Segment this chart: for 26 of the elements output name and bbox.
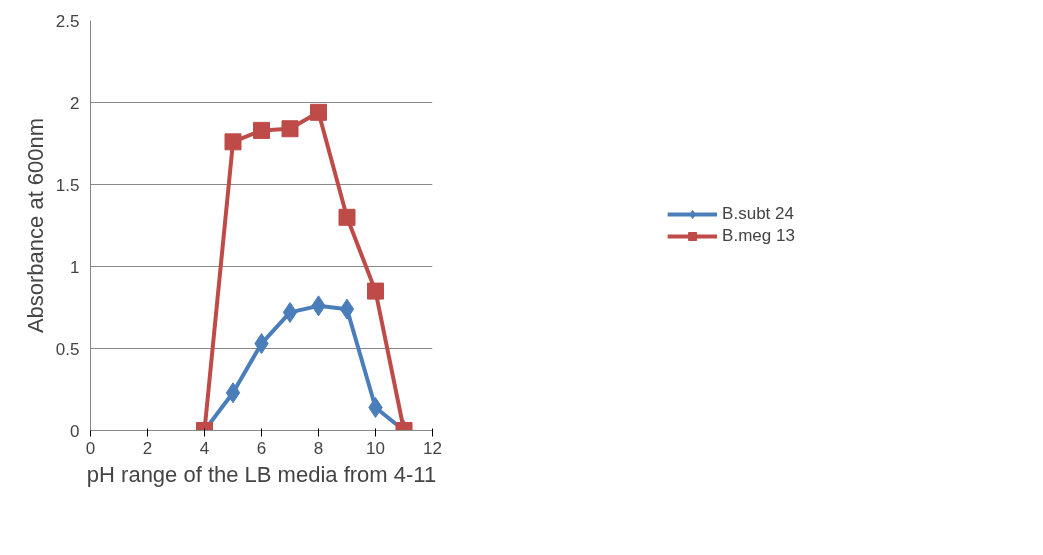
x-axis-title: pH range of the LB media from 4-11 [86,461,437,487]
legend-label: B.subt 24 [722,204,794,224]
x-tick-label: 4 [199,438,210,458]
point [367,282,384,300]
point [281,120,299,138]
point [224,133,242,151]
x-tick-label: 6 [256,438,267,458]
y-tick-label: 1 [70,257,80,277]
point [253,121,270,139]
legend-label: B.meg 13 [722,226,795,246]
y-tick-label: 0 [70,421,80,441]
point [338,208,356,226]
y-tick-label: 0.5 [55,339,80,359]
y-tick-label: 2 [70,93,80,113]
x-tick-label: 10 [366,438,385,458]
point [225,382,241,404]
x-tick-label: 2 [142,438,153,458]
x-tick-label: 12 [423,438,442,458]
point [339,298,355,320]
y-tick-label: 1.5 [55,175,80,195]
x-tick-label: 8 [313,438,324,458]
point [310,103,327,121]
y-axis-title: Absorbance at 600nm [22,117,48,334]
point [282,301,298,323]
x-tick-label: 0 [85,438,96,458]
y-tick-label: 2.5 [55,11,80,31]
